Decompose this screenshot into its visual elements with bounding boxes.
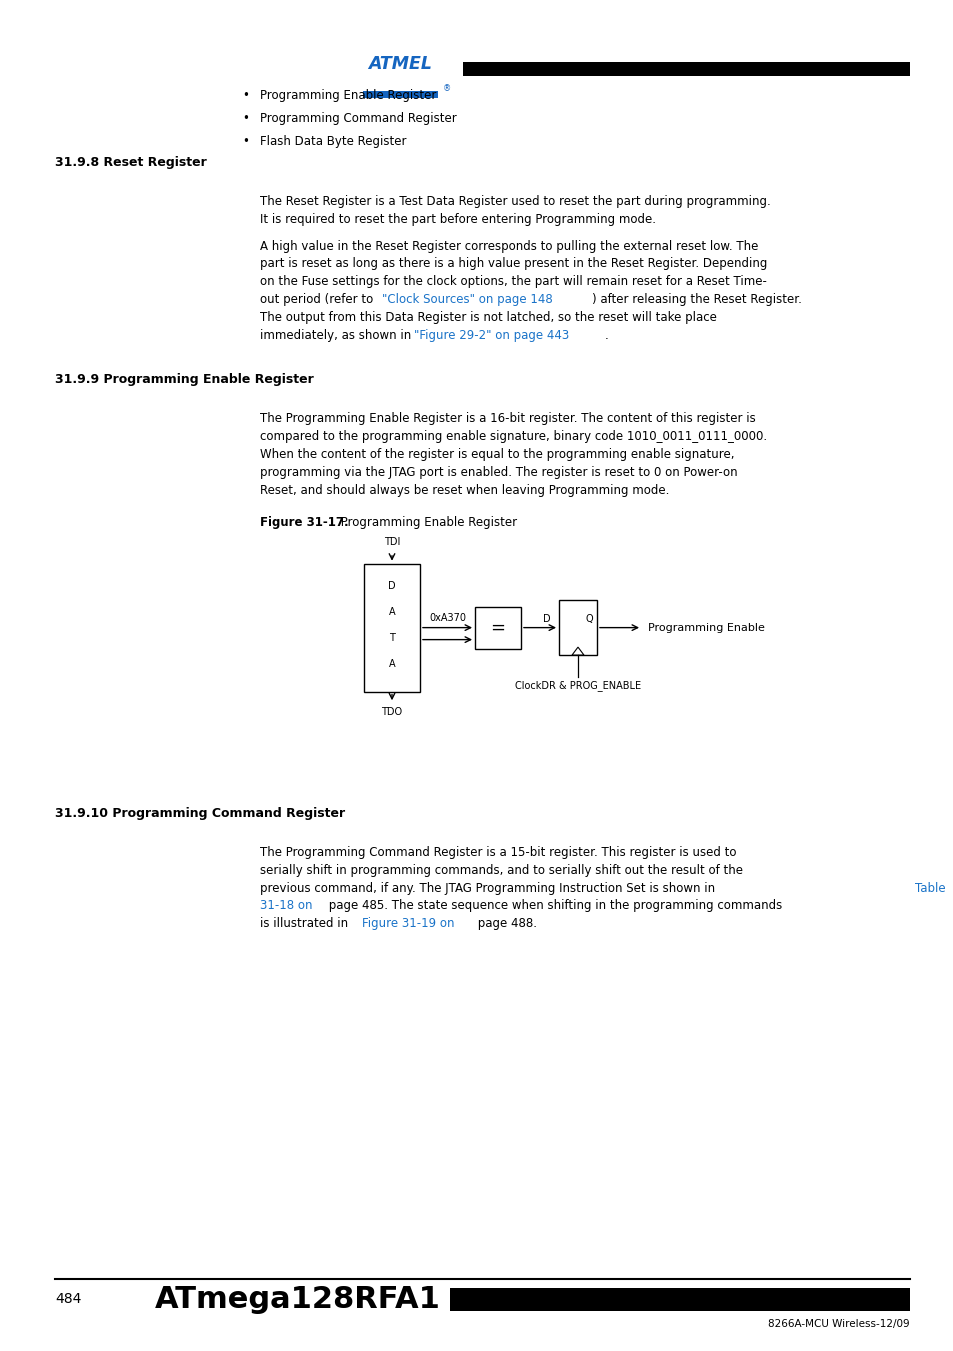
Text: •: • [242, 112, 249, 126]
Text: Programming Command Register: Programming Command Register [260, 112, 456, 126]
Text: Programming Enable Register: Programming Enable Register [336, 516, 517, 528]
Text: part is reset as long as there is a high value present in the Reset Register. De: part is reset as long as there is a high… [260, 258, 766, 270]
Text: ®: ® [442, 84, 450, 93]
Text: D: D [542, 613, 550, 624]
Bar [362, 91, 437, 99]
Text: TDI: TDI [383, 536, 399, 547]
Text: ClockDR & PROG_ENABLE: ClockDR & PROG_ENABLE [515, 680, 640, 690]
Text: compared to the programming enable signature, binary code 1010_0011_0111_0000.: compared to the programming enable signa… [260, 430, 766, 443]
Text: 31.9.8 Reset Register: 31.9.8 Reset Register [55, 155, 207, 169]
Text: 484: 484 [55, 1292, 81, 1306]
Text: Programming Enable Register: Programming Enable Register [260, 89, 436, 101]
Text: 31.9.9 Programming Enable Register: 31.9.9 Programming Enable Register [55, 373, 314, 386]
Text: page 488.: page 488. [474, 917, 537, 931]
Text: "Clock Sources" on page 148: "Clock Sources" on page 148 [381, 293, 552, 307]
Text: T: T [389, 632, 395, 643]
Text: ATmega128RFA1: ATmega128RFA1 [154, 1285, 440, 1313]
Text: 31.9.10 Programming Command Register: 31.9.10 Programming Command Register [55, 807, 345, 820]
Text: A high value in the Reset Register corresponds to pulling the external reset low: A high value in the Reset Register corre… [260, 239, 758, 253]
Text: ) after releasing the Reset Register.: ) after releasing the Reset Register. [592, 293, 801, 307]
Text: Programming Enable: Programming Enable [647, 623, 764, 632]
Text: programming via the JTAG port is enabled. The register is reset to 0 on Power-on: programming via the JTAG port is enabled… [260, 466, 737, 478]
Bar [362, 43, 437, 99]
Text: Q: Q [584, 613, 592, 624]
Bar [462, 62, 909, 76]
Text: The Programming Command Register is a 15-bit register. This register is used to: The Programming Command Register is a 15… [260, 846, 736, 859]
Text: D: D [388, 581, 395, 590]
Text: previous command, if any. The JTAG Programming Instruction Set is shown in: previous command, if any. The JTAG Progr… [260, 882, 719, 894]
Text: Figure 31-17.: Figure 31-17. [260, 516, 348, 528]
Text: serially shift in programming commands, and to serially shift out the result of : serially shift in programming commands, … [260, 863, 742, 877]
Text: The Programming Enable Register is a 16-bit register. The content of this regist: The Programming Enable Register is a 16-… [260, 412, 755, 426]
Text: 0xA370: 0xA370 [429, 612, 465, 623]
Text: page 485. The state sequence when shifting in the programming commands: page 485. The state sequence when shifti… [325, 900, 781, 912]
Text: •: • [242, 135, 249, 149]
Text: "Figure 29-2" on page 443: "Figure 29-2" on page 443 [414, 328, 569, 342]
Bar [475, 607, 520, 648]
Text: A: A [388, 659, 395, 669]
Text: is illustrated in: is illustrated in [260, 917, 352, 931]
Text: Flash Data Byte Register: Flash Data Byte Register [260, 135, 406, 149]
Text: on the Fuse settings for the clock options, the part will remain reset for a Res: on the Fuse settings for the clock optio… [260, 276, 766, 288]
Text: Table: Table [914, 882, 944, 894]
Text: Reset, and should always be reset when leaving Programming mode.: Reset, and should always be reset when l… [260, 484, 669, 497]
Text: •: • [242, 89, 249, 101]
Bar [450, 1288, 909, 1310]
Text: immediately, as shown in: immediately, as shown in [260, 328, 415, 342]
Text: The output from this Data Register is not latched, so the reset will take place: The output from this Data Register is no… [260, 311, 716, 324]
Text: A: A [388, 607, 395, 616]
Text: out period (refer to: out period (refer to [260, 293, 376, 307]
Text: TDO: TDO [381, 707, 402, 717]
Text: ATMEL: ATMEL [368, 55, 432, 73]
Text: .: . [604, 328, 608, 342]
Text: It is required to reset the part before entering Programming mode.: It is required to reset the part before … [260, 213, 656, 226]
Text: =: = [490, 619, 505, 636]
Text: Figure 31-19 on: Figure 31-19 on [361, 917, 454, 931]
Text: When the content of the register is equal to the programming enable signature,: When the content of the register is equa… [260, 449, 734, 461]
Bar [364, 563, 419, 692]
Text: 31-18 on: 31-18 on [260, 900, 313, 912]
Text: 8266A-MCU Wireless-12/09: 8266A-MCU Wireless-12/09 [767, 1319, 909, 1329]
Bar [558, 600, 597, 655]
Text: The Reset Register is a Test Data Register used to reset the part during program: The Reset Register is a Test Data Regist… [260, 195, 770, 208]
